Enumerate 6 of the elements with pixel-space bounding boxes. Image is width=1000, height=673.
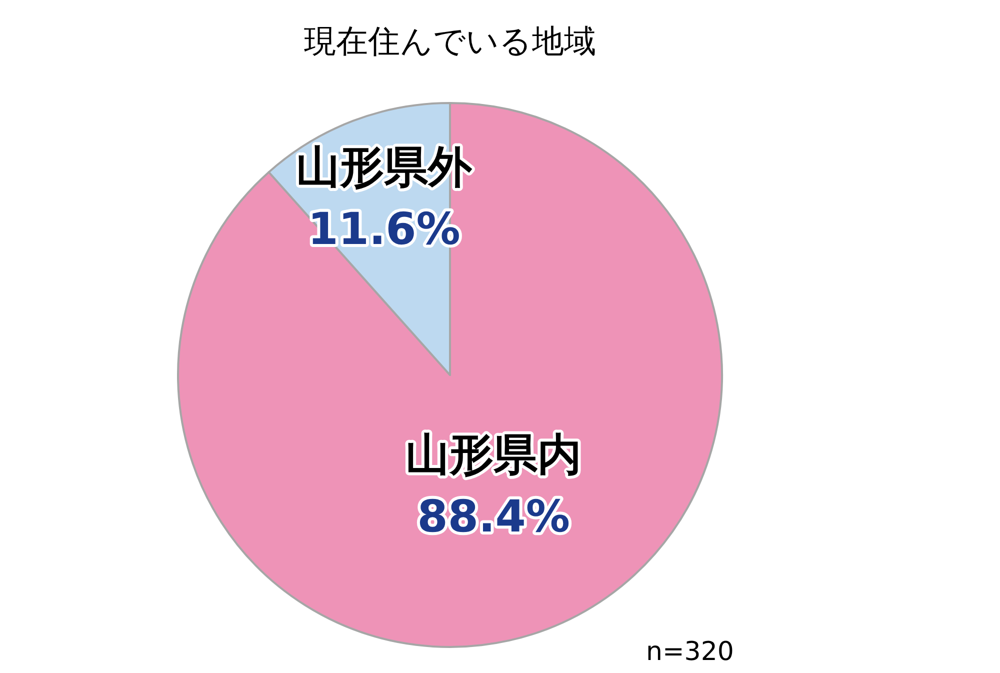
data-label: 11.6% xyxy=(308,204,460,256)
chart-title: 現在住んでいる地域 xyxy=(304,22,596,60)
data-label: 88.4% xyxy=(417,491,570,542)
slice-label: 山形県内 xyxy=(406,429,582,480)
text: n=320 xyxy=(646,637,734,667)
slice-label: 山形県外 xyxy=(296,142,474,194)
